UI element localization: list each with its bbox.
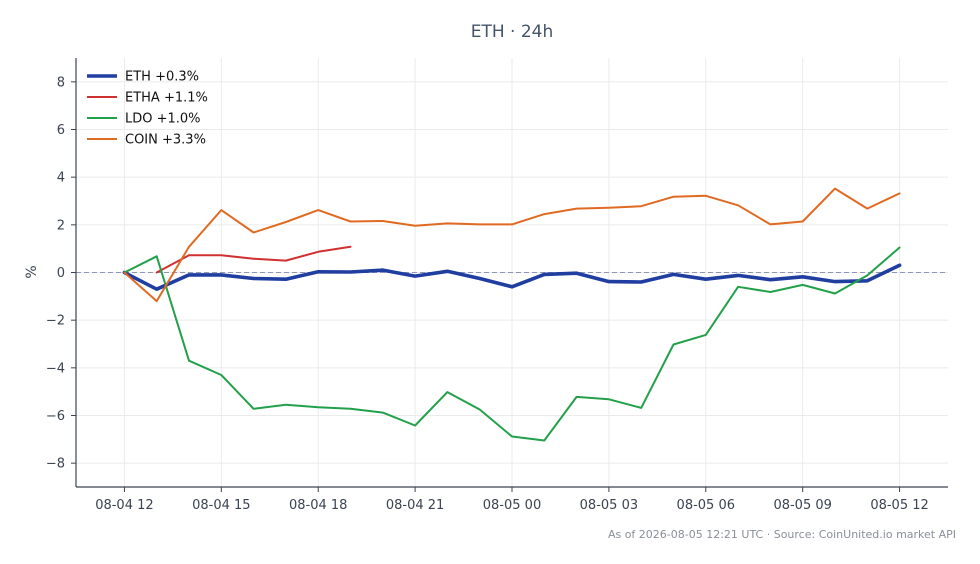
legend-label-eth: ETH +0.3%	[125, 70, 199, 85]
x-tick-label: 08-05 12	[870, 498, 928, 513]
y-tick-label: −8	[46, 457, 65, 472]
x-tick-label: 08-04 18	[289, 498, 347, 513]
x-tick-label: 08-04 21	[386, 498, 444, 513]
x-tick-label: 08-05 06	[677, 498, 735, 513]
y-tick-label: 8	[57, 75, 65, 90]
source-footer: As of 2026-08-05 12:21 UTC · Source: Coi…	[608, 528, 956, 541]
x-tick-label: 08-04 12	[95, 498, 153, 513]
series-line-etha	[155, 245, 352, 274]
y-tick-label: 0	[57, 266, 65, 281]
series-line-eth	[122, 263, 902, 292]
x-tick-label: 08-04 15	[192, 498, 250, 513]
axes: −8 −6 −4 −2 0 2 4 6 8 08-04 12 08-04 15 08-04 18 08-…	[46, 58, 948, 513]
y-tick-label: −6	[46, 409, 65, 424]
series-line-coin	[123, 187, 901, 303]
y-tick-label: 2	[57, 218, 65, 233]
y-axis-label: %	[24, 265, 40, 278]
x-tick-label: 08-05 00	[483, 498, 541, 513]
grid	[76, 58, 948, 487]
y-tick-label: −2	[46, 314, 65, 329]
y-tick-label: −4	[46, 361, 65, 376]
y-tick-label: 4	[57, 171, 65, 186]
x-tick-label: 08-05 09	[773, 498, 831, 513]
chart-title: ETH · 24h	[471, 22, 554, 42]
x-tick-label: 08-05 03	[580, 498, 638, 513]
legend-label-coin: COIN +3.3%	[125, 133, 206, 148]
y-tick-label: 6	[57, 123, 65, 138]
legend: ETH +0.3% ETHA +1.1% LDO +1.0% COIN +3.3%	[87, 70, 208, 148]
series-line-ldo	[123, 246, 901, 442]
series-lines	[122, 187, 902, 442]
legend-label-etha: ETHA +1.1%	[125, 91, 208, 106]
legend-label-ldo: LDO +1.0%	[125, 112, 201, 127]
